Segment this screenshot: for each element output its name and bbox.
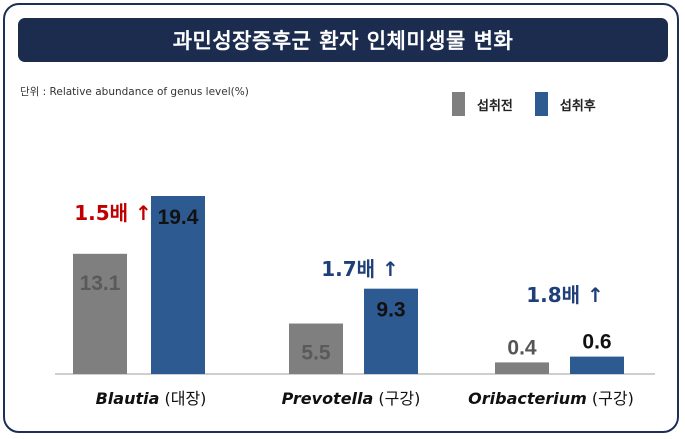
bar-before-1	[289, 323, 343, 374]
ratio-label-0: 1.5배 ↑	[74, 201, 152, 225]
legend-label-after: 섭취후	[559, 98, 596, 114]
category-genus-0: Blautia	[96, 389, 160, 408]
legend-swatch-before	[452, 92, 465, 116]
category-label-1: Prevotella (구강)	[282, 389, 421, 408]
ratio-label-1: 1.7배 ↑	[321, 257, 399, 281]
legend-item-before: 섭취전	[452, 92, 513, 116]
bar-before-2	[495, 362, 549, 374]
category-site-1: (구강)	[373, 389, 420, 408]
value-label-after-2: 0.6	[582, 331, 611, 354]
category-site-2: (구강)	[587, 389, 634, 408]
bar-after-0	[151, 196, 205, 374]
category-genus-2: Oribacterium	[468, 389, 587, 408]
legend: 섭취전 섭취후	[452, 92, 618, 116]
category-label-0: Blautia (대장)	[96, 389, 207, 408]
category-genus-1: Prevotella	[282, 389, 374, 408]
value-label-before-0: 13.1	[80, 272, 121, 295]
value-label-after-0: 19.4	[158, 206, 199, 229]
chart-title: 과민성장증후군 환자 인체미생물 변화	[18, 18, 668, 62]
legend-item-after: 섭취후	[534, 92, 596, 116]
legend-swatch-after	[534, 92, 548, 116]
value-label-before-1: 5.5	[301, 342, 331, 365]
bar-after-1	[364, 288, 418, 374]
bar-after-2	[570, 356, 624, 374]
category-site-0: (대장)	[159, 389, 206, 408]
category-label-2: Oribacterium (구강)	[468, 389, 634, 408]
value-label-before-2: 0.4	[507, 336, 537, 359]
bar-before-0	[73, 253, 127, 374]
ratio-label-2: 1.8배 ↑	[526, 283, 604, 307]
value-label-after-1: 9.3	[376, 299, 405, 322]
unit-note: 단위 : Relative abundance of genus level(%…	[20, 86, 249, 98]
legend-label-before: 섭취전	[477, 98, 513, 114]
